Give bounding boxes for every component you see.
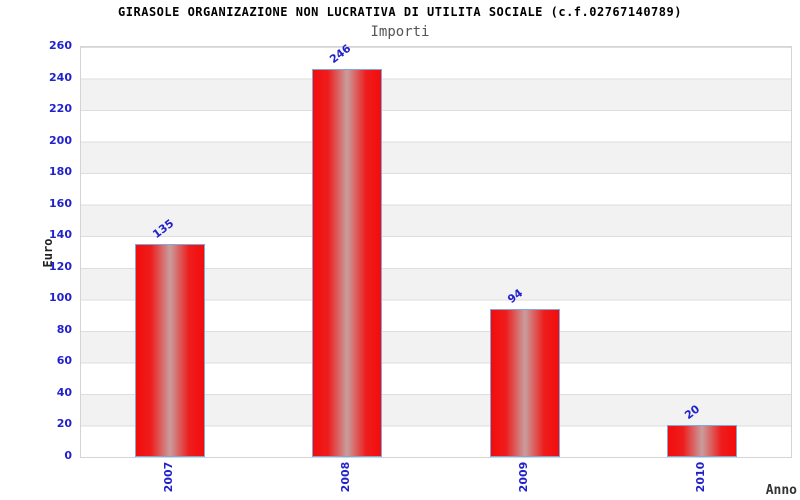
y-tick-label: 80: [56, 322, 72, 336]
x-tick-label: 2010: [694, 461, 708, 493]
x-tick-label: 2009: [516, 461, 530, 493]
bar-value-label: 20: [682, 402, 703, 423]
bar-value-label: 94: [504, 286, 525, 306]
plot-area: 135 246 94 20: [80, 42, 792, 458]
bar: [134, 244, 205, 457]
y-tick-label: 200: [49, 133, 72, 147]
bar-value-label: 135: [149, 216, 177, 242]
y-tick-label: 100: [49, 291, 72, 305]
y-tick-label: 180: [49, 165, 72, 179]
y-tick-label: 120: [49, 259, 72, 273]
y-tick-label: 20: [56, 417, 72, 431]
y-tick-label: 220: [49, 102, 72, 116]
x-axis-label: Anno: [765, 483, 797, 498]
x-tick-label: 2007: [161, 461, 175, 493]
y-tick-label: 260: [49, 39, 72, 52]
bar: [489, 308, 560, 457]
x-tick-label: 2008: [339, 461, 353, 493]
bar: [667, 425, 738, 457]
y-tick-label: 240: [49, 70, 72, 84]
y-axis-label: Euro: [41, 238, 55, 268]
y-tick-label: 160: [49, 196, 72, 210]
y-tick-label: 140: [49, 228, 72, 242]
bar: [312, 69, 383, 457]
y-tick-label: 40: [56, 385, 72, 399]
y-tick-label: 0: [64, 449, 72, 462]
chart-title: GIRASOLE ORGANIZAZIONE NON LUCRATIVA DI …: [118, 5, 682, 19]
bar-value-label: 246: [327, 41, 354, 67]
y-tick-label: 60: [56, 354, 72, 368]
chart-subtitle: Importi: [370, 24, 430, 40]
